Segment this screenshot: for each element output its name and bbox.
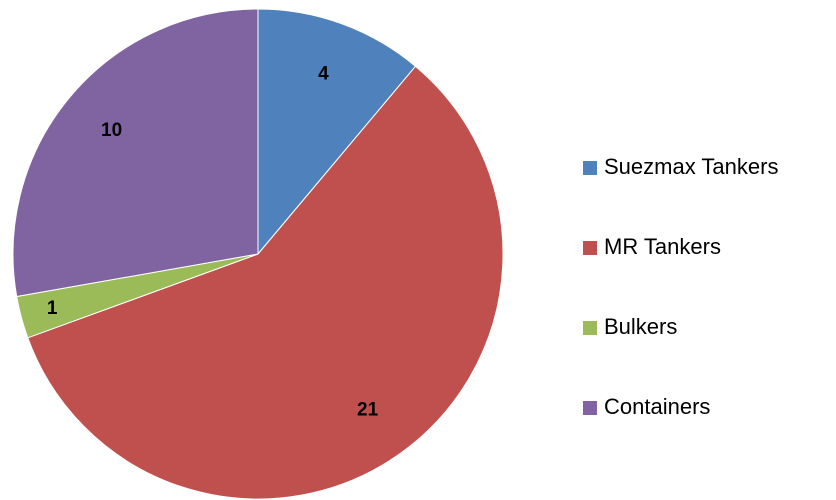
pie-slice bbox=[27, 65, 504, 500]
legend-swatch bbox=[583, 161, 597, 175]
legend-swatch bbox=[583, 241, 597, 255]
legend-label: Containers bbox=[604, 394, 710, 419]
pie-slice bbox=[257, 8, 417, 256]
data-label: 21 bbox=[357, 400, 379, 421]
legend-label: Suezmax Tankers bbox=[604, 154, 778, 179]
data-label: 10 bbox=[101, 120, 122, 141]
data-label: 4 bbox=[318, 63, 329, 84]
legend-label: MR Tankers bbox=[604, 234, 721, 259]
data-label: 1 bbox=[47, 298, 58, 319]
legend-swatch bbox=[583, 321, 597, 335]
legend-label: Bulkers bbox=[604, 314, 677, 339]
pie-slice bbox=[12, 8, 259, 298]
legend-swatch bbox=[583, 401, 597, 415]
